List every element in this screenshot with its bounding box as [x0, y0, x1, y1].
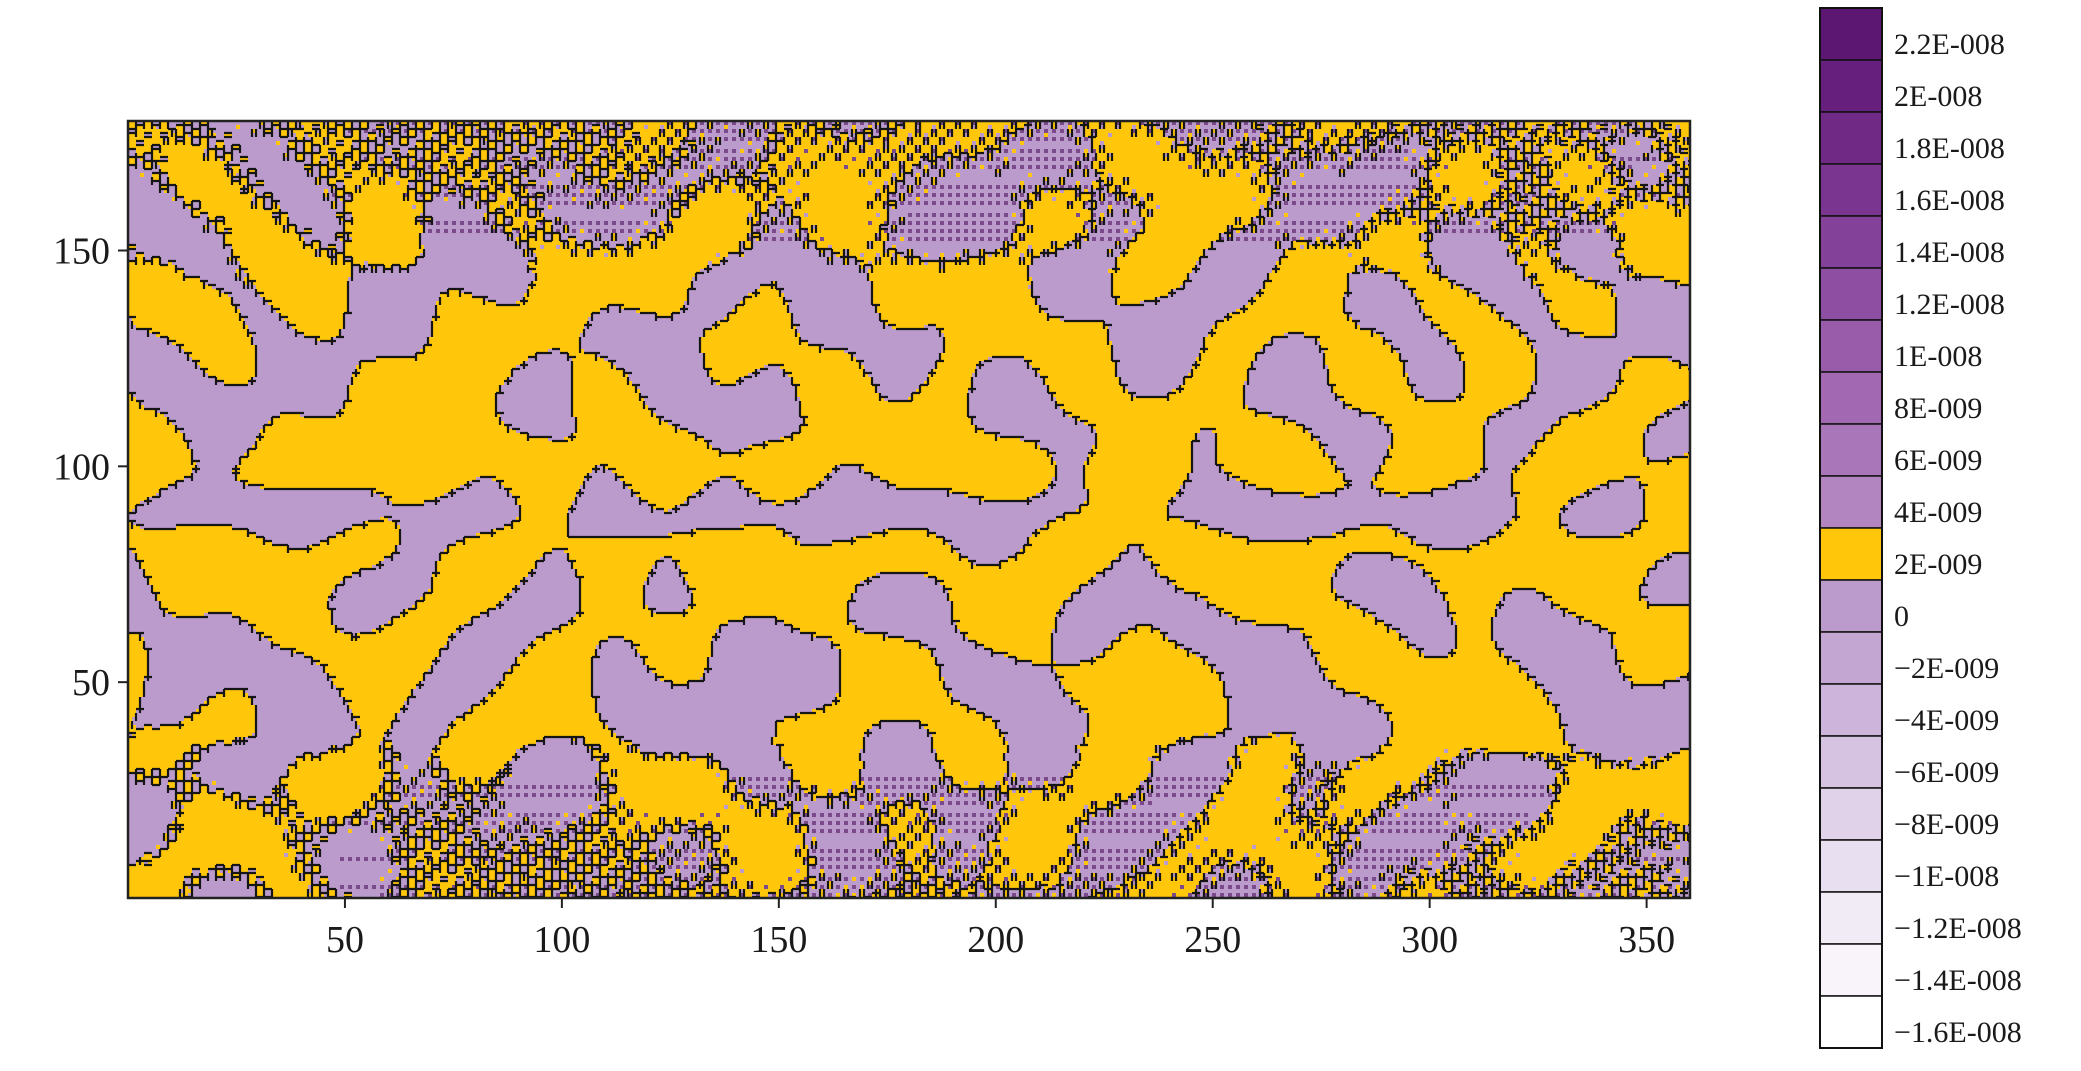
colorbar-swatch: [1819, 475, 1883, 529]
colorbar-swatch: [1819, 943, 1883, 997]
negative-regions: [128, 121, 1690, 898]
colorbar-label: 1.8E-008: [1894, 132, 2005, 165]
colorbar: 2.2E-008 2E-008 1.8E-008 1.6E-008 1.4E-008 1.…: [1819, 7, 2022, 1049]
y-tick-label: 50: [72, 662, 110, 704]
plot-frame: [126, 119, 1692, 900]
colorbar-swatch: [1819, 787, 1883, 841]
colorbar-label: 1.4E-008: [1894, 236, 2005, 269]
colorbar-swatch: [1819, 215, 1883, 269]
colorbar-label: 8E-009: [1894, 392, 1982, 425]
colorbar-label: −2E-009: [1894, 652, 1999, 685]
x-tick-label: 100: [533, 919, 590, 961]
colorbar-label: −6E-009: [1894, 756, 1999, 789]
colorbar-swatch: [1819, 371, 1883, 425]
x-tick-label: 250: [1184, 919, 1241, 961]
colorbar-swatch: [1819, 111, 1883, 165]
x-tick-label: 200: [967, 919, 1024, 961]
colorbar-label: −8E-009: [1894, 808, 1999, 841]
colorbar-label: 4E-009: [1894, 496, 1982, 529]
colorbar-label: 0: [1894, 600, 1909, 633]
colorbar-swatch: [1819, 579, 1883, 633]
colorbar-label: −1E-008: [1894, 860, 1999, 893]
colorbar-label: 1E-008: [1894, 340, 1982, 373]
colorbar-frame: [1819, 7, 1883, 1049]
colorbar-swatch: [1819, 59, 1883, 113]
colorbar-label: 6E-009: [1894, 444, 1982, 477]
colorbar-swatch: [1819, 735, 1883, 789]
colorbar-label: 2.2E-008: [1894, 28, 2005, 61]
colorbar-swatch: [1819, 891, 1883, 945]
colorbar-swatch: [1819, 267, 1883, 321]
colorbar-swatch: [1819, 163, 1883, 217]
colorbar-label: −1.6E-008: [1894, 1016, 2022, 1049]
y-tick-label: 150: [53, 231, 110, 273]
colorbar-label: −1.4E-008: [1894, 964, 2022, 997]
colorbar-label: −1.2E-008: [1894, 912, 2022, 945]
colorbar-label: 1.2E-008: [1894, 288, 2005, 321]
colorbar-swatch: [1819, 423, 1883, 477]
contour-lines: [128, 121, 1690, 898]
colorbar-swatch: [1819, 7, 1883, 61]
colorbar-swatch: [1819, 995, 1883, 1049]
y-tick-label: 100: [53, 446, 110, 488]
colorbar-swatch: [1819, 319, 1883, 373]
colorbar-swatch: [1819, 527, 1883, 581]
x-tick-label: 300: [1401, 919, 1458, 961]
plot-area: [126, 119, 1692, 900]
colorbar-label: 2E-008: [1894, 80, 1982, 113]
axes: 50 100 150 200 250 300 350 50 100 150: [53, 231, 1675, 962]
colorbar-label: −4E-009: [1894, 704, 1999, 737]
colorbar-swatch: [1819, 839, 1883, 893]
colorbar-label: 2E-009: [1894, 548, 1982, 581]
colorbar-swatch: [1819, 631, 1883, 685]
colorbar-label: 1.6E-008: [1894, 184, 2005, 217]
x-tick-label: 150: [750, 919, 807, 961]
colorbar-swatch: [1819, 683, 1883, 737]
x-tick-label: 350: [1618, 919, 1675, 961]
x-tick-label: 50: [326, 919, 364, 961]
